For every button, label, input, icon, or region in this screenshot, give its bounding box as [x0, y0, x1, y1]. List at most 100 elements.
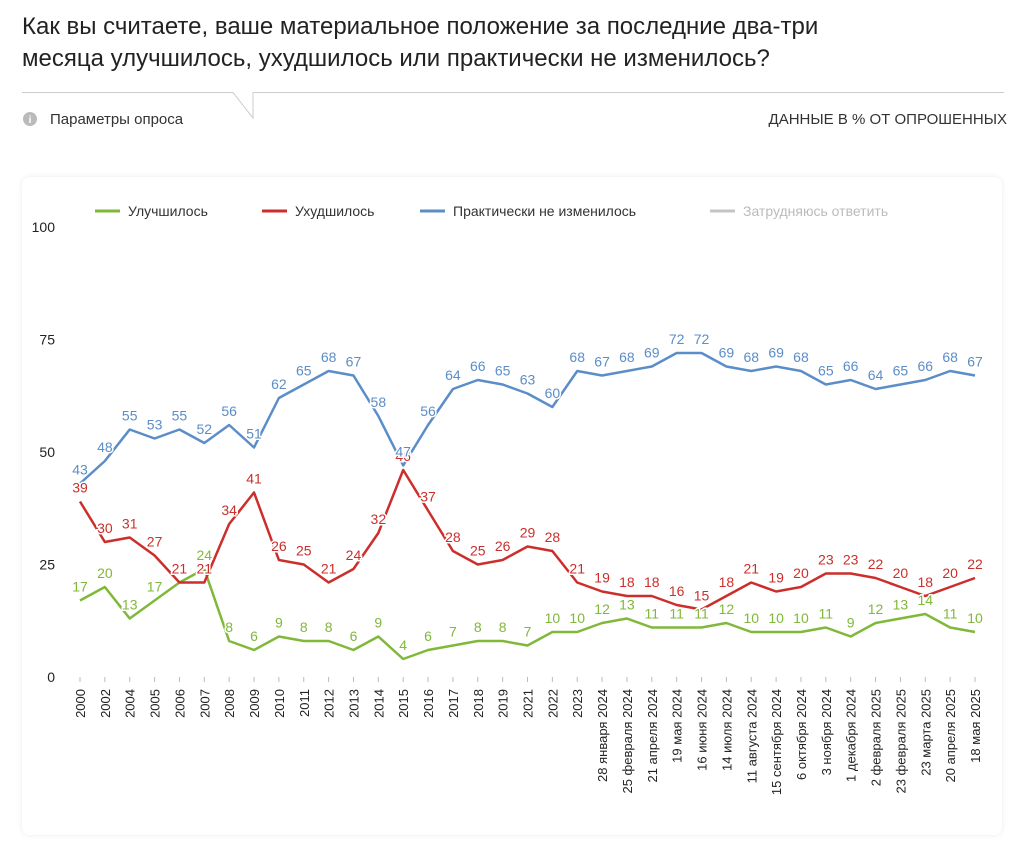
title-line: Как вы считаете, ваше материальное полож…: [22, 13, 818, 40]
data-label: 23: [818, 552, 834, 568]
x-tick-label: 2007: [197, 689, 212, 718]
info-icon[interactable]: [23, 112, 37, 126]
data-label: 56: [420, 403, 436, 419]
data-label: 65: [296, 363, 312, 379]
data-label: 25: [296, 543, 312, 559]
data-label: 22: [868, 556, 884, 572]
data-label: 55: [122, 408, 138, 424]
data-label: 20: [97, 565, 113, 581]
data-label: 18: [917, 574, 933, 590]
y-tick-label: 50: [39, 444, 55, 460]
data-label: 68: [321, 349, 337, 365]
data-label: 25: [470, 543, 486, 559]
y-tick-label: 25: [39, 557, 55, 573]
x-tick-label: 3 ноября 2024: [819, 689, 834, 775]
data-label: 10: [793, 610, 809, 626]
data-label: 30: [97, 520, 113, 536]
data-label: 11: [669, 606, 684, 622]
legend-label[interactable]: Улучшилось: [128, 203, 208, 219]
data-label: 66: [470, 358, 486, 374]
x-tick-label: 2005: [148, 689, 163, 718]
data-label: 8: [225, 619, 233, 635]
data-label: 68: [793, 349, 809, 365]
data-label: 8: [325, 619, 333, 635]
data-label: 22: [967, 556, 983, 572]
legend-label[interactable]: Ухудшилось: [295, 203, 374, 219]
legend-label[interactable]: Затрудняюсь ответить: [743, 203, 888, 219]
data-label: 31: [122, 516, 138, 532]
x-tick-label: 28 января 2024: [595, 689, 610, 782]
data-label: 39: [72, 480, 88, 496]
data-label: 67: [967, 354, 983, 370]
data-label: 14: [917, 592, 933, 608]
data-label: 20: [942, 565, 958, 581]
data-label: 19: [594, 570, 610, 586]
data-label: 64: [445, 367, 461, 383]
data-label: 60: [545, 385, 561, 401]
x-tick-label: 2009: [247, 689, 262, 718]
x-tick-label: 2019: [496, 689, 511, 718]
data-label: 11: [943, 606, 958, 622]
y-tick-label: 75: [39, 332, 55, 348]
data-label: 34: [221, 502, 237, 518]
data-label: 13: [122, 597, 138, 613]
data-label: 13: [893, 597, 909, 613]
x-tick-label: 14 июля 2024: [719, 689, 734, 771]
data-label: 43: [72, 462, 88, 478]
data-label: 28: [545, 529, 561, 545]
data-label: 21: [172, 561, 188, 577]
data-label: 18: [644, 574, 660, 590]
data-label: 51: [246, 426, 262, 442]
data-label: 68: [942, 349, 958, 365]
data-label: 24: [197, 547, 213, 563]
data-label: 63: [520, 372, 536, 388]
data-label: 12: [594, 601, 610, 617]
data-label: 68: [619, 349, 635, 365]
legend-label[interactable]: Практически не изменилось: [453, 203, 636, 219]
data-label: 37: [420, 489, 436, 505]
data-label: 7: [449, 624, 457, 640]
x-tick-label: 2022: [545, 689, 560, 718]
x-tick-label: 23 февраля 2025: [893, 689, 908, 794]
x-tick-label: 2006: [172, 689, 187, 718]
data-label: 64: [868, 367, 884, 383]
divider: [22, 92, 1004, 120]
data-label: 17: [72, 579, 88, 595]
data-label: 29: [520, 525, 536, 541]
data-label: 19: [768, 570, 784, 586]
data-label: 68: [569, 349, 585, 365]
data-label: 48: [97, 439, 113, 455]
data-label: 53: [147, 417, 163, 433]
data-label: 10: [545, 610, 561, 626]
data-label: 9: [275, 615, 283, 631]
data-label: 72: [694, 331, 710, 347]
data-label: 69: [768, 345, 784, 361]
x-tick-label: 2013: [346, 689, 361, 718]
data-label: 13: [619, 597, 635, 613]
plot: 0 25 50 75 100 2000 2002 2004 2005 2006 2007 2008 20…: [32, 203, 985, 795]
data-label: 20: [893, 565, 909, 581]
data-label: 55: [172, 408, 188, 424]
x-tick-label: 2002: [98, 689, 113, 718]
survey-params[interactable]: Параметры опроса: [50, 111, 184, 128]
x-tick-label: 23 марта 2025: [918, 689, 933, 776]
data-label: 65: [818, 363, 834, 379]
y-tick-label: 100: [32, 219, 56, 235]
data-label: 18: [619, 574, 635, 590]
x-tick-label: 1 декабря 2024: [844, 689, 859, 782]
data-label: 72: [669, 331, 685, 347]
data-label: 65: [893, 363, 909, 379]
data-label: 18: [719, 574, 735, 590]
chart-card: [22, 177, 1002, 835]
data-label: 12: [868, 601, 884, 617]
data-label: 16: [669, 583, 685, 599]
x-tick-label: 2017: [446, 689, 461, 718]
data-label: 9: [847, 615, 855, 631]
x-tick-label: 25 февраля 2024: [620, 689, 635, 794]
data-label: 23: [843, 552, 859, 568]
series-line: [79, 351, 976, 485]
data-label: 66: [917, 358, 933, 374]
x-tick-label: 2014: [371, 689, 386, 718]
